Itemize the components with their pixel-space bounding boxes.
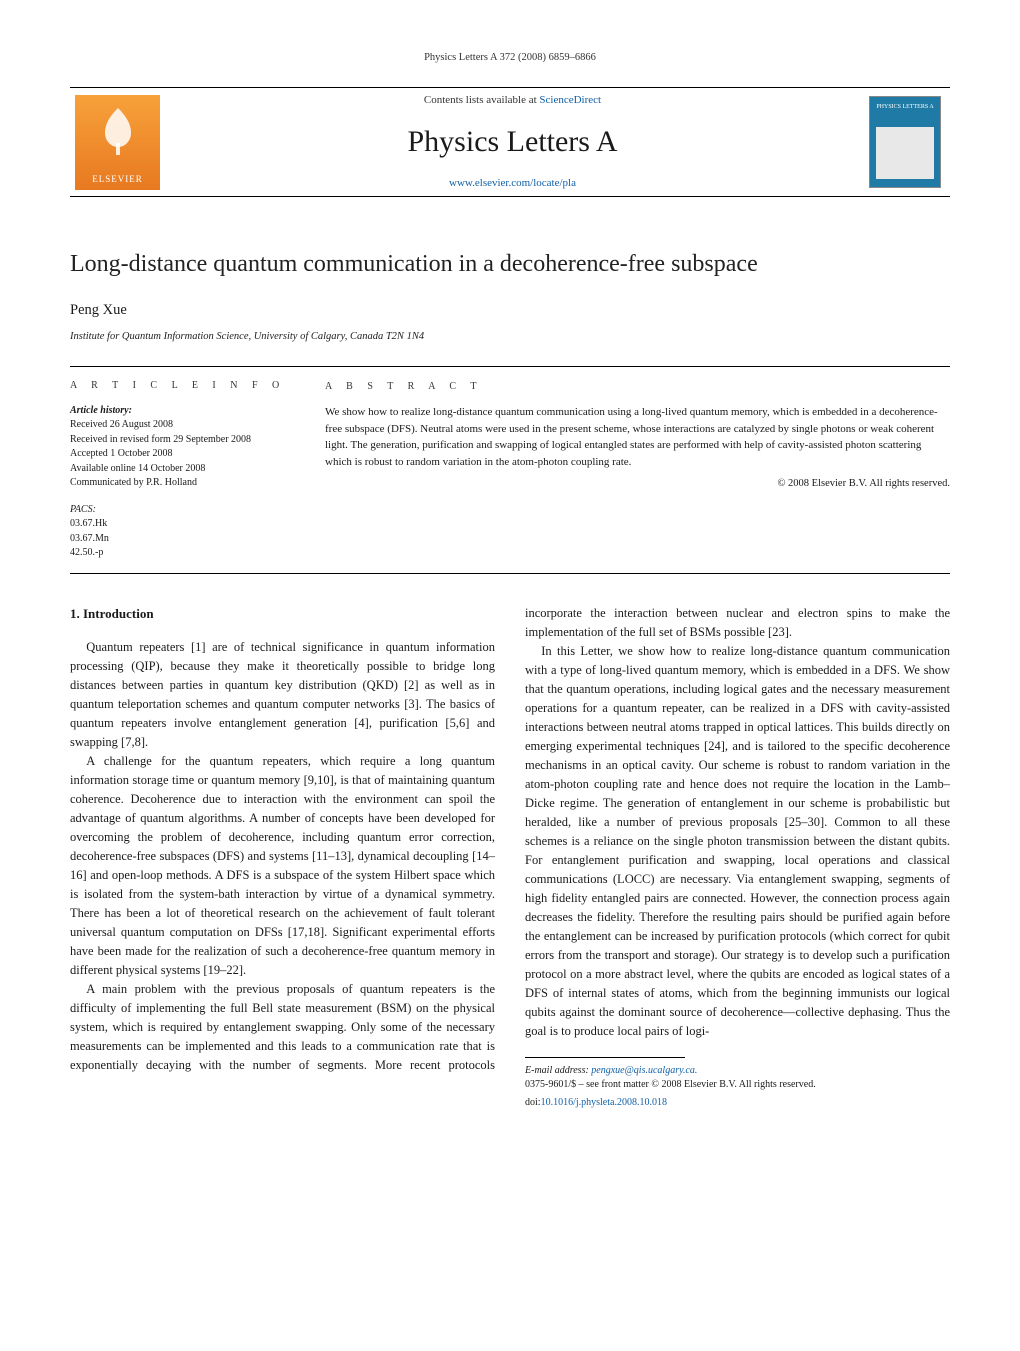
abstract-copyright: © 2008 Elsevier B.V. All rights reserved… [325,476,950,492]
journal-url-link[interactable]: www.elsevier.com/locate/pla [449,177,576,189]
corresponding-email-line: E-mail address: pengxue@qis.ucalgary.ca. [525,1064,950,1078]
contents-pre: Contents lists available at [424,94,539,106]
body-paragraph: In this Letter, we show how to realize l… [525,642,950,1041]
sciencedirect-link[interactable]: ScienceDirect [539,94,601,106]
article-info: A R T I C L E I N F O Article history: R… [70,379,295,561]
article-history-label: Article history: [70,404,295,419]
history-line: Accepted 1 October 2008 [70,447,295,462]
article-body: 1. Introduction Quantum repeaters [1] ar… [70,604,950,1110]
running-head: Physics Letters A 372 (2008) 6859–6866 [70,50,950,65]
doi-label: doi: [525,1097,541,1108]
pacs-code: 03.67.Hk [70,517,295,532]
history-line: Received 26 August 2008 [70,418,295,433]
journal-name: Physics Letters A [408,120,618,164]
pacs-label: PACS: [70,503,295,518]
journal-url: www.elsevier.com/locate/pla [449,176,576,192]
journal-cover-box: PHYSICS LETTERS A [860,88,950,196]
front-matter-line: 0375-9601/$ – see front matter © 2008 El… [525,1078,950,1092]
doi-link[interactable]: 10.1016/j.physleta.2008.10.018 [541,1097,667,1108]
author-name: Peng Xue [70,300,950,321]
pacs-code: 42.50.-p [70,546,295,561]
section-heading: 1. Introduction [70,604,495,624]
journal-cover-thumbnail: PHYSICS LETTERS A [869,96,941,188]
article-info-heading: A R T I C L E I N F O [70,379,295,394]
journal-masthead: ELSEVIER Contents lists available at Sci… [70,87,950,197]
cover-title: PHYSICS LETTERS A [870,103,940,112]
email-label: E-mail address: [525,1065,589,1076]
pacs-code: 03.67.Mn [70,532,295,547]
footnote-rule [525,1057,685,1058]
body-paragraph: A challenge for the quantum repeaters, w… [70,752,495,980]
page-footer: E-mail address: pengxue@qis.ucalgary.ca.… [525,1064,950,1110]
abstract-heading: A B S T R A C T [325,379,950,394]
history-line: Communicated by P.R. Holland [70,476,295,491]
doi-line: doi:10.1016/j.physleta.2008.10.018 [525,1096,950,1110]
author-affiliation: Institute for Quantum Information Scienc… [70,329,950,344]
contents-available-line: Contents lists available at ScienceDirec… [424,93,601,109]
publisher-logo-box: ELSEVIER [70,88,165,196]
masthead-center: Contents lists available at ScienceDirec… [165,88,860,196]
elsevier-tree-icon [93,103,143,158]
elsevier-logo: ELSEVIER [75,95,160,190]
article-info-abstract-block: A R T I C L E I N F O Article history: R… [70,366,950,574]
history-line: Received in revised form 29 September 20… [70,433,295,448]
abstract-text: We show how to realize long-distance qua… [325,404,950,470]
elsevier-logo-text: ELSEVIER [92,173,143,186]
email-link[interactable]: pengxue@qis.ucalgary.ca. [591,1065,697,1076]
abstract-block: A B S T R A C T We show how to realize l… [325,379,950,561]
article-title: Long-distance quantum communication in a… [70,247,950,282]
body-paragraph: Quantum repeaters [1] are of technical s… [70,638,495,752]
history-line: Available online 14 October 2008 [70,462,295,477]
